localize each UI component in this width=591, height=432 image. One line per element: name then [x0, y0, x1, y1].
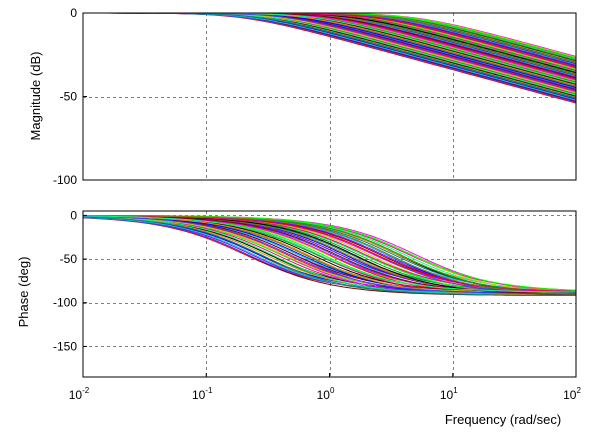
phase-panel: 0 -50 -100 -150 10-2 10-1 100 101 102 Phase (de…: [16, 208, 581, 427]
phase-y-label: Phase (deg): [16, 257, 31, 328]
magnitude-series-line: [83, 13, 576, 86]
phase-series-line: [83, 215, 576, 296]
x-tick-label: 102: [563, 386, 581, 402]
magnitude-y-tick-label: -50: [60, 90, 78, 104]
phase-y-tick-label: -50: [60, 252, 78, 266]
magnitude-series-line: [83, 13, 576, 79]
magnitude-series-line: [83, 13, 576, 84]
magnitude-panel: 0 -50 -100 Magnitude (dB): [28, 6, 577, 187]
x-tick-label: 100: [317, 386, 335, 402]
x-tick-label: 10-1: [192, 386, 213, 402]
phase-y-tick-label: 0: [70, 208, 77, 222]
phase-series-line: [83, 215, 576, 294]
phase-series-line: [83, 215, 576, 293]
x-tick-label: 101: [440, 386, 458, 402]
phase-series-line: [83, 216, 576, 295]
magnitude-y-tick-label: 0: [70, 6, 77, 20]
magnitude-y-label: Magnitude (dB): [28, 52, 43, 141]
magnitude-grid: [83, 13, 576, 180]
frequency-x-label: Frequency (rad/sec): [445, 412, 561, 427]
magnitude-series-line: [83, 13, 576, 64]
phase-y-ticks: 0 -50 -100 -150: [53, 208, 87, 353]
magnitude-series-line: [83, 13, 576, 89]
phase-x-ticks: 10-2 10-1 100 101 102: [69, 373, 581, 402]
magnitude-y-ticks: 0 -50 -100: [53, 6, 87, 187]
x-tick-label: 10-2: [69, 386, 90, 402]
magnitude-series-line: [83, 13, 576, 76]
phase-series-line: [83, 215, 576, 295]
phase-y-tick-label: -100: [53, 296, 77, 310]
phase-series: [83, 215, 576, 296]
phase-series-line: [83, 215, 576, 295]
magnitude-series-line: [83, 13, 576, 81]
magnitude-series-line: [83, 13, 576, 71]
phase-series-line: [83, 216, 576, 296]
magnitude-y-tick-label: -100: [53, 173, 77, 187]
phase-y-tick-label: -150: [53, 339, 77, 353]
